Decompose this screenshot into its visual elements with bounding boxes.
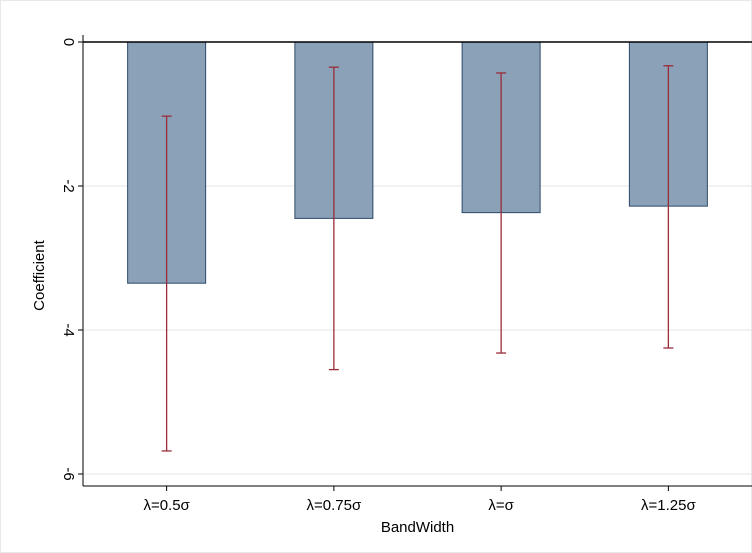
x-ticks: λ=0.5σ λ=0.75σ λ=σ λ=1.25σ bbox=[143, 486, 696, 514]
x-tick-label: λ=σ bbox=[488, 497, 514, 514]
y-tick-label: -2 bbox=[60, 179, 77, 192]
x-tick-label: λ=0.5σ bbox=[143, 497, 190, 514]
error-bars bbox=[161, 65, 674, 452]
x-axis-label: BandWidth bbox=[381, 519, 454, 536]
y-axis-label: Coefficient bbox=[31, 239, 48, 310]
y-tick-label: 0 bbox=[60, 38, 77, 46]
x-tick-label: λ=1.25σ bbox=[641, 497, 696, 514]
y-tick-label: -4 bbox=[60, 323, 77, 336]
x-tick-label: λ=0.75σ bbox=[307, 497, 362, 514]
y-tick-label: -6 bbox=[60, 467, 77, 480]
y-ticks: 0 -2 -4 -6 bbox=[60, 38, 83, 481]
